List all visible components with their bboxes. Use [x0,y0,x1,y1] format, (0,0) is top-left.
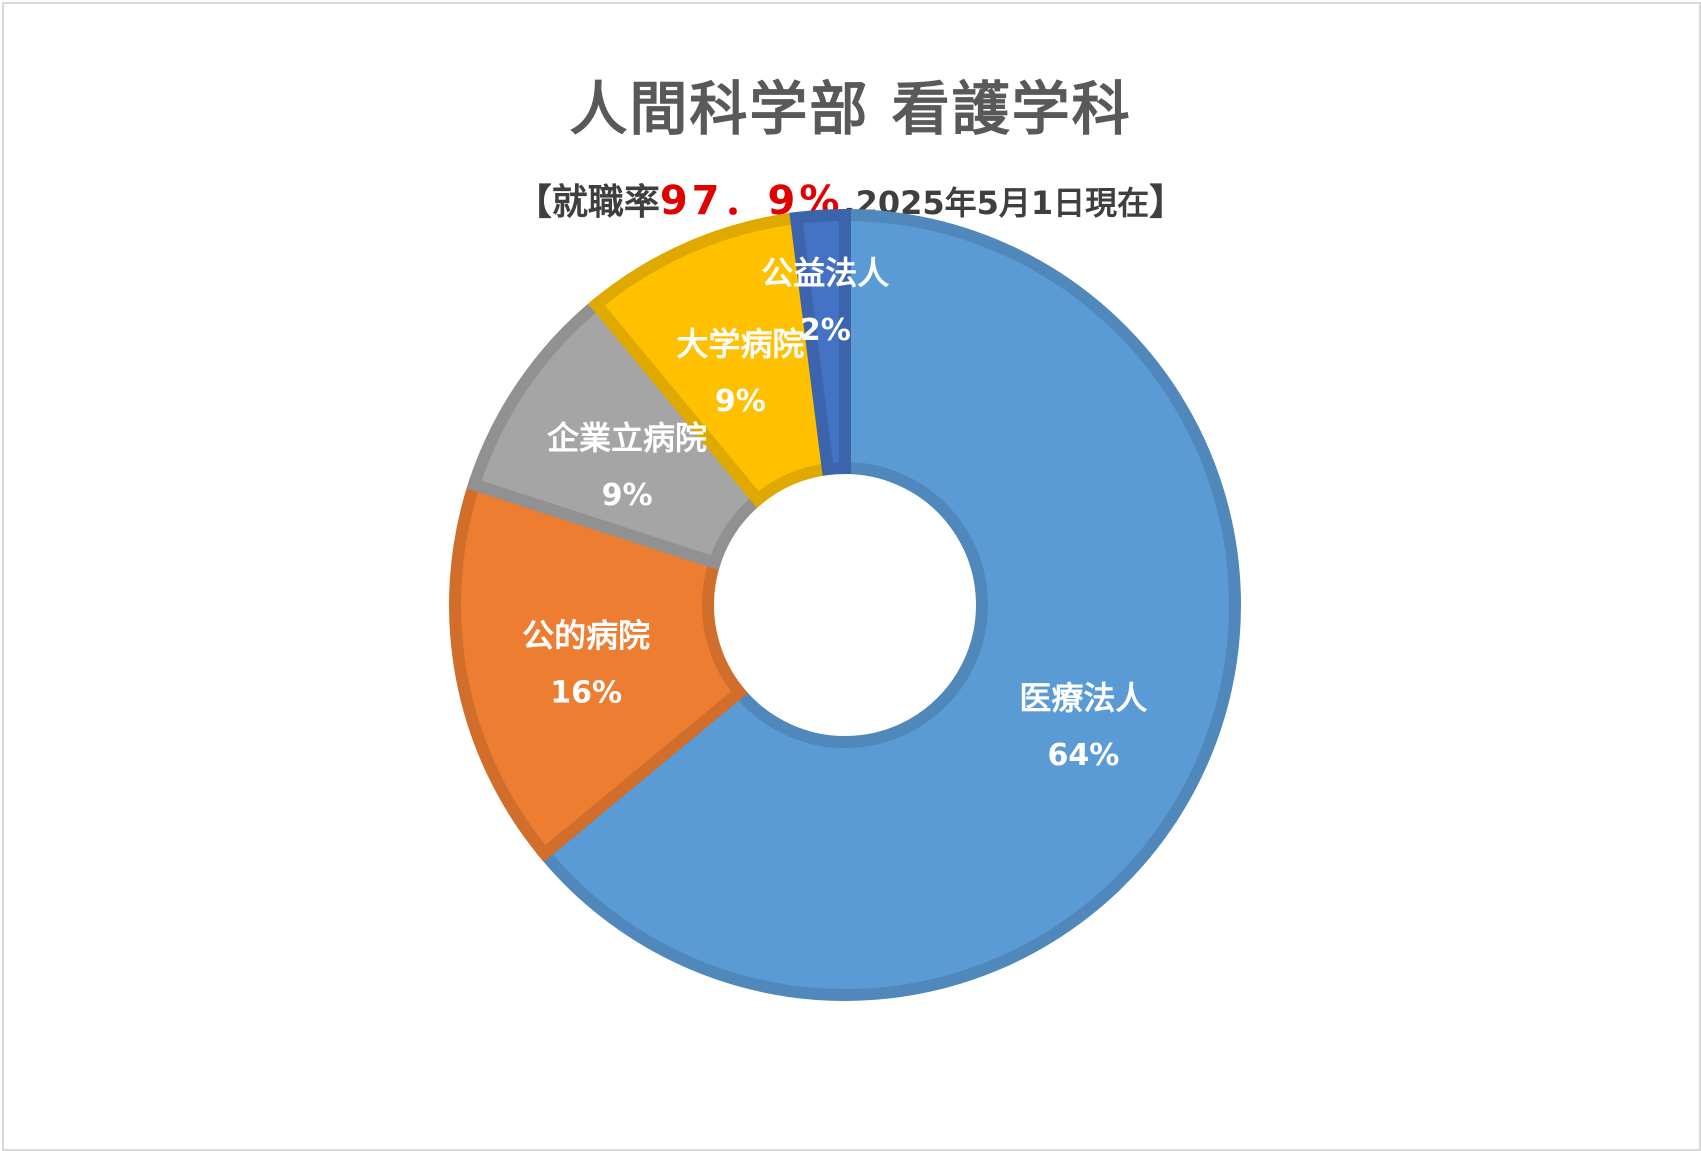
donut-slice-2 [466,296,767,571]
slice-label-1: 公的病院 [522,616,650,654]
slice-value-label-0: 64% [1048,738,1120,773]
slice-label-2: 企業立病院 [547,419,707,457]
donut-slice-0 [536,208,1241,1001]
donut-slice-1 [449,476,748,863]
chart-title: 人間科学部 看護学科 [569,75,1132,143]
slice-value-label-4: 2% [800,313,851,348]
subtitle-prefix: 就職率 [551,182,660,223]
donut-slice-4 [789,208,851,476]
chart-subtitle: 【就職率97．9%,2025年5月1日現在】 [0,168,1701,226]
slice-label-4: 公益法人 [761,254,889,292]
donut-slices [449,208,1241,1001]
slice-label-0: 医療法人 [1019,679,1147,717]
donut-slice-3 [587,211,835,508]
subtitle-close-bracket: 】 [1149,182,1186,223]
subtitle-open-bracket: 【 [515,182,552,223]
slice-value-label-2: 9% [602,478,653,513]
slice-label-3: 大学病院 [676,325,804,363]
slice-value-label-1: 16% [550,675,622,710]
slice-value-label-3: 9% [715,384,766,419]
